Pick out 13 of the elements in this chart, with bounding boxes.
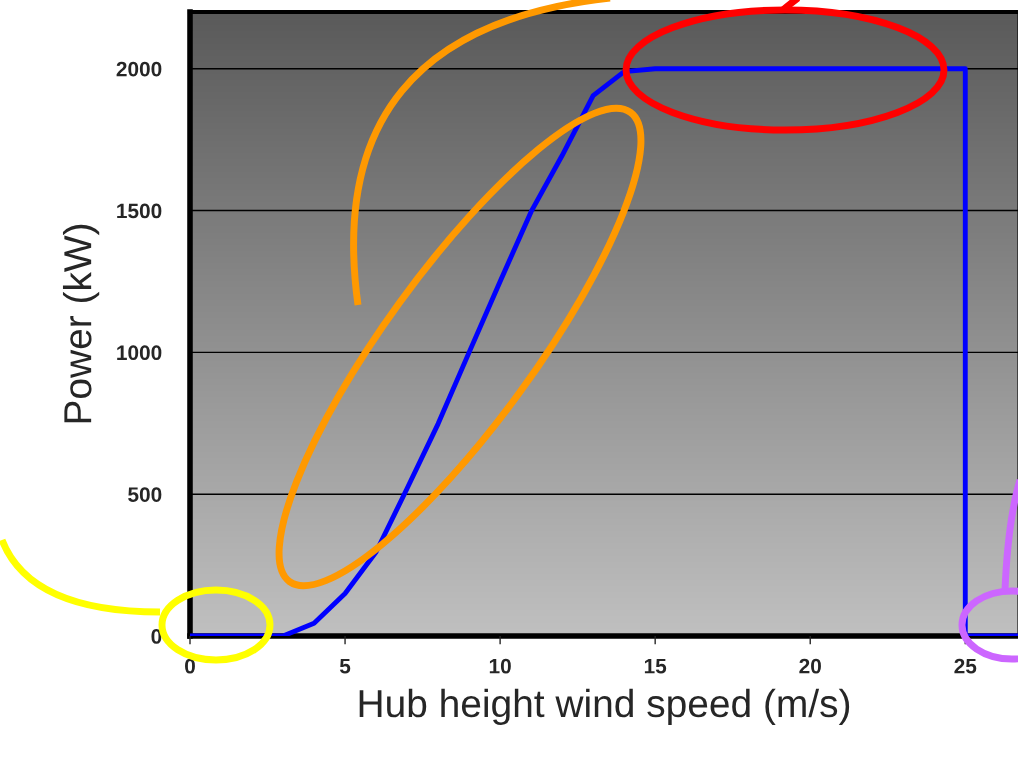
y-tick-label: 2000 bbox=[116, 61, 162, 77]
y-tick-label: 1500 bbox=[117, 203, 162, 219]
x-tick-label: 0 bbox=[185, 658, 195, 674]
x-tick-label: 10 bbox=[489, 658, 511, 674]
x-tick-label: 15 bbox=[644, 658, 667, 674]
x-tick-label: 20 bbox=[799, 658, 821, 674]
x-axis-title: Hub height wind speed (m/s) bbox=[359, 688, 850, 726]
y-axis-title: Power (kW) bbox=[62, 224, 100, 423]
y-tick-label: 0 bbox=[151, 629, 162, 644]
x-tick-label: 25 bbox=[954, 658, 977, 674]
x-tick-label: 5 bbox=[339, 658, 351, 674]
y-tick-label: 500 bbox=[128, 487, 162, 502]
y-tick-label: 1000 bbox=[117, 345, 162, 361]
